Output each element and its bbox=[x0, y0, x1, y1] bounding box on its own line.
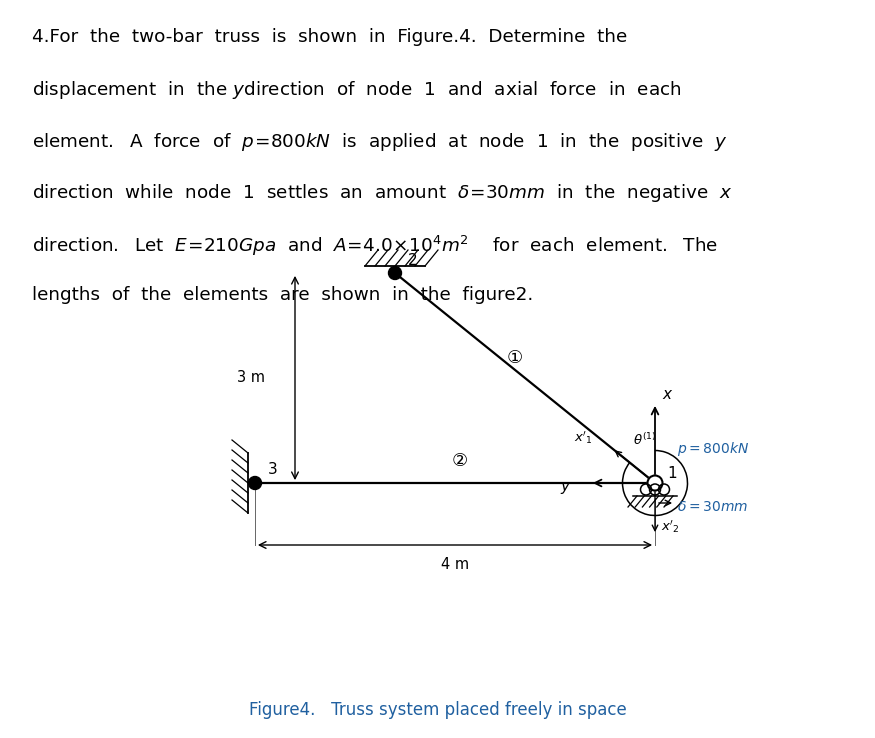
Text: $p=800kN$: $p=800kN$ bbox=[677, 440, 749, 458]
Text: $x'_2$: $x'_2$ bbox=[661, 519, 680, 535]
Text: 3 m: 3 m bbox=[237, 370, 265, 385]
Text: $\mathrm{displacement\ \ in\ \ the\ }y\mathrm{direction\ \ of\ \ node\ \ 1\ \ an: $\mathrm{displacement\ \ in\ \ the\ }y\m… bbox=[32, 80, 682, 102]
Circle shape bbox=[648, 475, 662, 491]
Text: ②: ② bbox=[452, 452, 468, 470]
Text: $\mathrm{direction.\ \ Let\ \ }E\!=\!210Gpa\mathrm{\ \ and\ \ }A\!=\!4.0\!\times: $\mathrm{direction.\ \ Let\ \ }E\!=\!210… bbox=[32, 234, 718, 258]
Text: 2: 2 bbox=[408, 253, 417, 268]
Text: $x'_1$: $x'_1$ bbox=[574, 429, 593, 446]
Text: $x$: $x$ bbox=[662, 387, 674, 402]
Text: ①: ① bbox=[507, 349, 523, 367]
Text: $\theta^{(1)}$: $\theta^{(1)}$ bbox=[633, 432, 656, 448]
Text: 1: 1 bbox=[667, 466, 676, 481]
Text: 3: 3 bbox=[268, 462, 277, 477]
Text: $\delta=30mm$: $\delta=30mm$ bbox=[677, 500, 748, 514]
Text: $\mathrm{element.\ \ A\ \ force\ \ of\ \ }p\!=\!800kN\mathrm{\ \ is\ \ applied\ : $\mathrm{element.\ \ A\ \ force\ \ of\ \… bbox=[32, 131, 727, 153]
Circle shape bbox=[388, 266, 402, 280]
Text: Figure4.   Truss system placed freely in space: Figure4. Truss system placed freely in s… bbox=[248, 701, 626, 719]
Text: $y$: $y$ bbox=[560, 480, 571, 496]
Circle shape bbox=[248, 477, 262, 489]
Text: lengths  of  the  elements  are  shown  in  the  figure2.: lengths of the elements are shown in the… bbox=[32, 286, 533, 303]
Text: 4.For  the  two-bar  truss  is  shown  in  Figure.4.  Determine  the: 4.For the two-bar truss is shown in Figu… bbox=[32, 28, 627, 46]
Text: $\mathrm{direction\ \ while\ \ node\ \ 1\ \ settles\ \ an\ \ amount\ \ }\delta\!: $\mathrm{direction\ \ while\ \ node\ \ 1… bbox=[32, 182, 732, 204]
Text: 4 m: 4 m bbox=[441, 557, 469, 572]
